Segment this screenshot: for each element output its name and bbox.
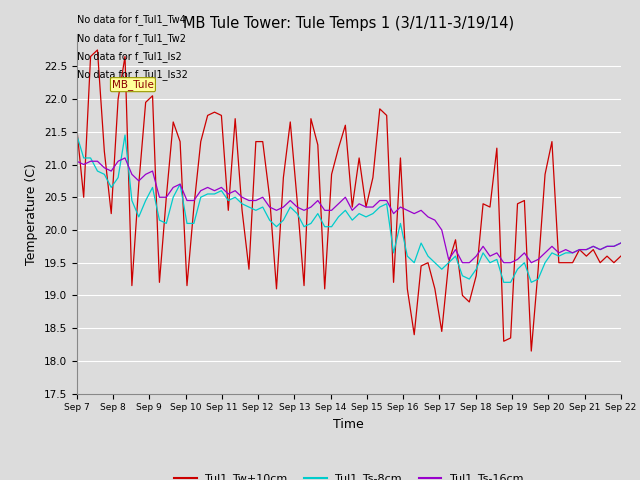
Tul1_Ts-16cm xyxy=(569,250,577,256)
Text: No data for f_Tul1_Is2: No data for f_Tul1_Is2 xyxy=(77,51,182,62)
Tul1_Tw+10cm xyxy=(431,286,438,292)
Tul1_Ts-16cm xyxy=(73,158,81,164)
Text: MB_Tule: MB_Tule xyxy=(112,79,154,90)
Tul1_Ts-8cm xyxy=(500,279,508,285)
Tul1_Tw+10cm xyxy=(569,260,577,265)
Tul1_Ts-16cm xyxy=(431,217,438,223)
Tul1_Tw+10cm xyxy=(452,237,460,243)
Text: No data for f_Tul1_Tw4: No data for f_Tul1_Tw4 xyxy=(77,14,186,25)
Tul1_Ts-8cm xyxy=(445,260,452,265)
Tul1_Ts-8cm xyxy=(314,211,322,216)
X-axis label: Time: Time xyxy=(333,418,364,431)
Tul1_Tw+10cm xyxy=(93,47,101,53)
Tul1_Tw+10cm xyxy=(527,348,535,354)
Text: No data for f_Tul1_Tw2: No data for f_Tul1_Tw2 xyxy=(77,33,186,44)
Tul1_Ts-16cm xyxy=(410,211,418,216)
Tul1_Ts-8cm xyxy=(403,253,411,259)
Tul1_Ts-16cm xyxy=(617,240,625,246)
Line: Tul1_Tw+10cm: Tul1_Tw+10cm xyxy=(77,50,621,351)
Tul1_Tw+10cm xyxy=(73,126,81,132)
Tul1_Ts-16cm xyxy=(459,260,467,265)
Tul1_Ts-16cm xyxy=(321,207,328,213)
Tul1_Ts-8cm xyxy=(424,253,432,259)
Tul1_Ts-8cm xyxy=(617,240,625,246)
Tul1_Ts-8cm xyxy=(73,132,81,138)
Y-axis label: Temperature (C): Temperature (C) xyxy=(25,163,38,264)
Text: No data for f_Tul1_Is32: No data for f_Tul1_Is32 xyxy=(77,69,188,80)
Tul1_Ts-16cm xyxy=(452,247,460,252)
Tul1_Ts-16cm xyxy=(403,207,411,213)
Tul1_Ts-8cm xyxy=(397,220,404,226)
Legend: Tul1_Tw+10cm, Tul1_Ts-8cm, Tul1_Ts-16cm: Tul1_Tw+10cm, Tul1_Ts-8cm, Tul1_Ts-16cm xyxy=(170,469,528,480)
Line: Tul1_Ts-16cm: Tul1_Ts-16cm xyxy=(77,158,621,263)
Tul1_Tw+10cm xyxy=(403,286,411,292)
Title: MB Tule Tower: Tule Temps 1 (3/1/11-3/19/14): MB Tule Tower: Tule Temps 1 (3/1/11-3/19… xyxy=(183,16,515,31)
Tul1_Tw+10cm xyxy=(617,253,625,259)
Tul1_Tw+10cm xyxy=(321,286,328,292)
Tul1_Tw+10cm xyxy=(410,332,418,337)
Tul1_Ts-16cm xyxy=(121,155,129,161)
Line: Tul1_Ts-8cm: Tul1_Ts-8cm xyxy=(77,135,621,282)
Tul1_Ts-8cm xyxy=(562,250,570,256)
